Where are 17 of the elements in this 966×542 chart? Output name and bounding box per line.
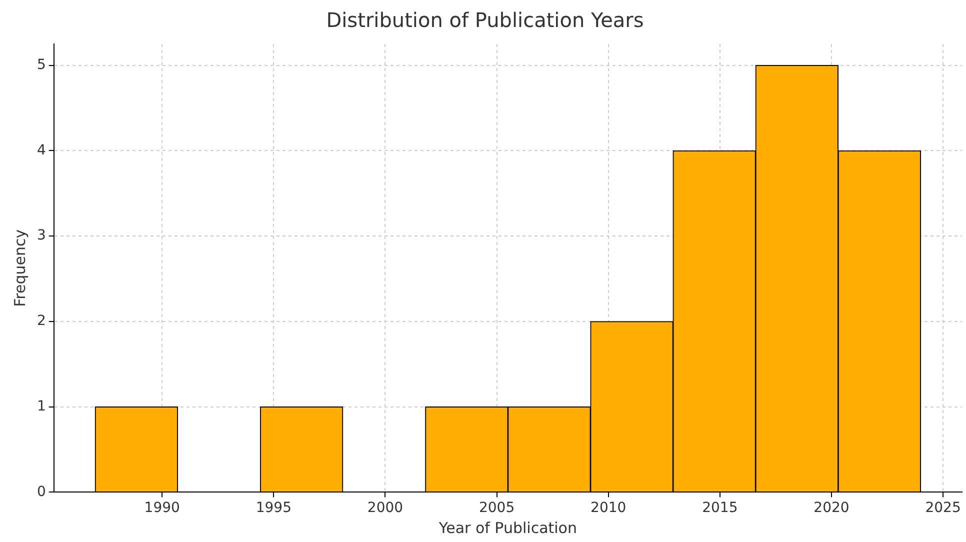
x-tick-label: 2020	[814, 500, 850, 516]
y-tick-label: 3	[36, 228, 46, 244]
x-tick-label: 2000	[367, 500, 404, 516]
x-axis-title: Year of Publication	[438, 518, 577, 537]
y-tick-label: 1	[36, 398, 46, 414]
x-tick-label: 2015	[702, 500, 738, 516]
y-tick-label: 5	[36, 56, 46, 73]
y-tick-label: 0	[36, 484, 46, 500]
x-tick-label: 2010	[590, 500, 626, 516]
y-tick-label: 2	[36, 313, 46, 330]
y-tick-label: 4	[36, 142, 46, 158]
x-tick-label: 2005	[478, 500, 515, 516]
chart-title: Distribution of Publication Years	[326, 8, 644, 32]
x-tick-label: 1990	[144, 500, 180, 516]
x-tick-label: 1995	[256, 500, 292, 516]
y-axis-title: Frequency	[10, 229, 29, 307]
x-tick-label: 2025	[925, 500, 961, 516]
